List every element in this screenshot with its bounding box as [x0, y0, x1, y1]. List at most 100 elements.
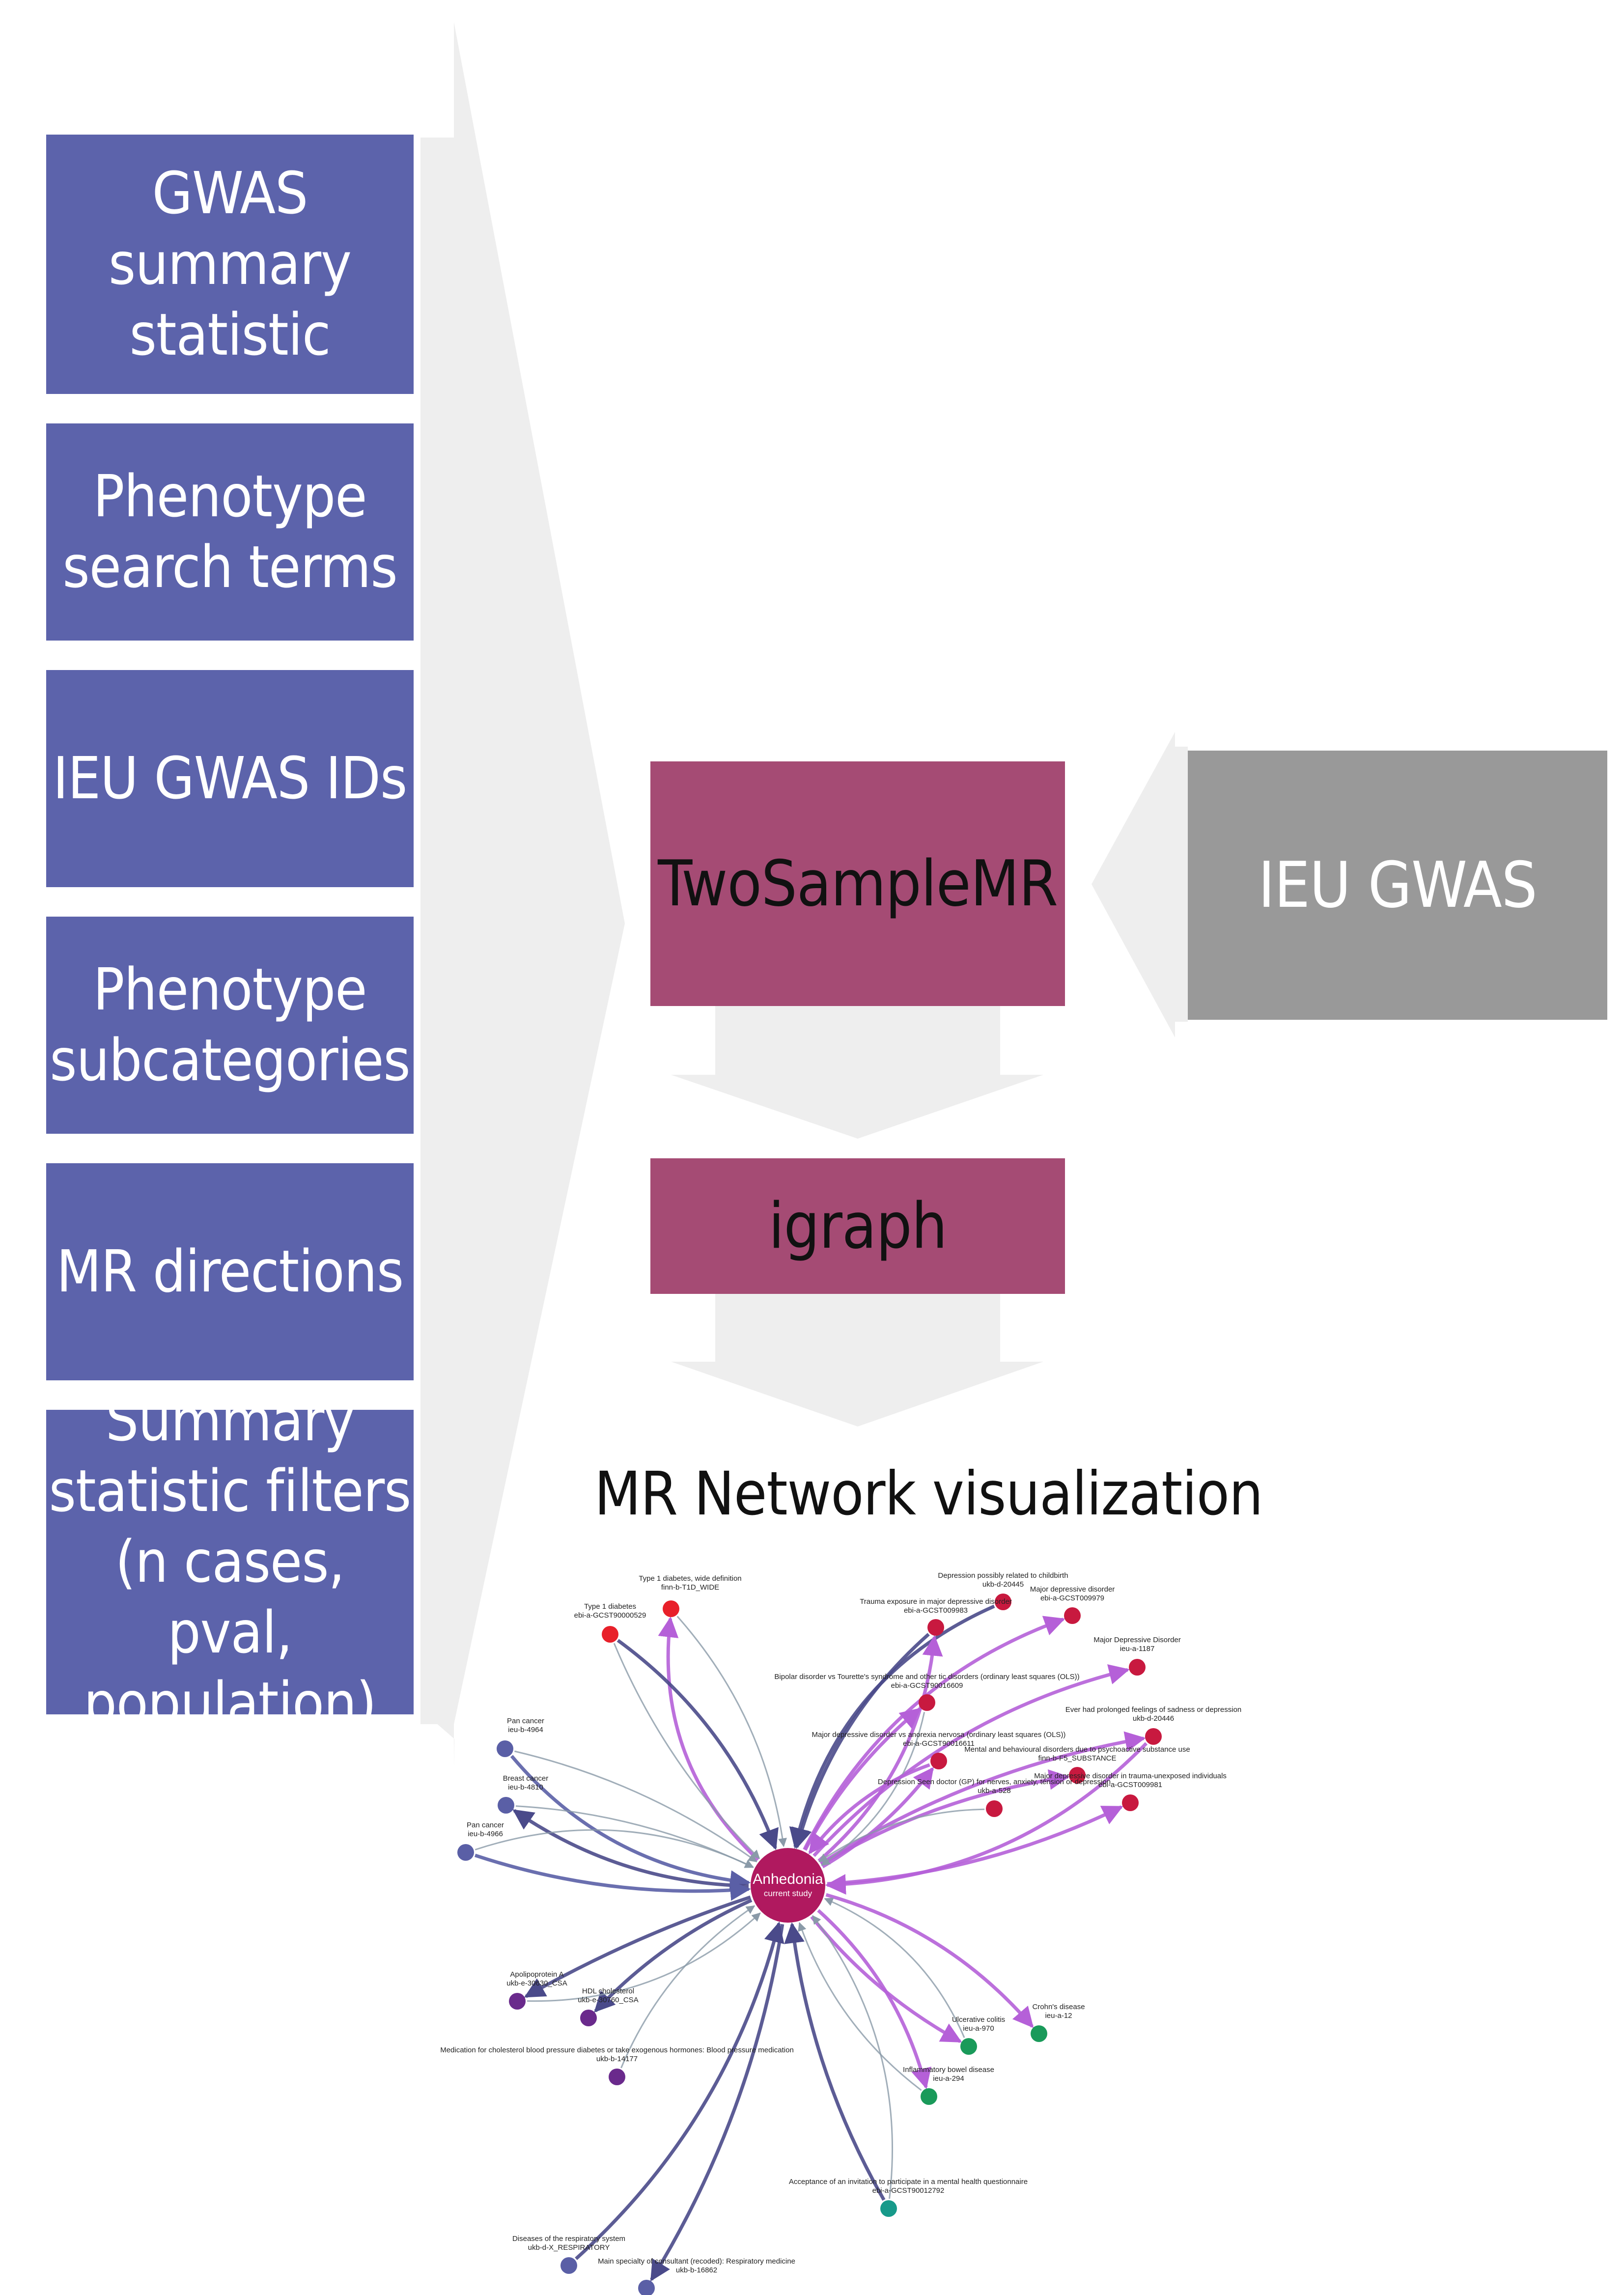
edge-acceptance	[784, 1922, 886, 2201]
edge-uc	[810, 1915, 962, 2043]
node-label-bipolar-0: Bipolar disorder vs Tourette's syndrome …	[774, 1673, 1079, 1681]
node-label-crohn-0: Crohn's disease	[1032, 2003, 1085, 2011]
node-label-apoA-1: ukb-e-30630_CSA	[506, 1979, 567, 1987]
network-node-mdd_trauma: Major depressive disorder in trauma-unex…	[1034, 1772, 1227, 1811]
input-phenotype-subcategories: Phenotype subcategories	[46, 917, 414, 1134]
node-label-pan_cancer2-1: ieu-b-4966	[468, 1830, 503, 1838]
node-label-apoA-0: Apolipoprotein A	[510, 1970, 563, 1979]
edge-resp	[575, 1921, 784, 2260]
edge-trauma	[817, 1635, 943, 1862]
node-label-resp-0: Diseases of the respiratory system	[512, 2235, 625, 2243]
edge-mdd_anorexia	[821, 1767, 934, 1869]
node-label-trauma-1: ebi-a-GCST009983	[904, 1606, 968, 1615]
network-node-mdd_anorexia: Major depressive disorder vs anorexia ne…	[812, 1731, 1066, 1769]
edge-pan_cancer1-2	[514, 1750, 757, 1862]
node-label-breast_cancer-1: ieu-b-4810	[508, 1783, 543, 1791]
edge-mental_subst	[820, 1769, 1070, 1866]
input-subcat-line1: Phenotype	[93, 955, 367, 1024]
node-label-mdd_anorexia-0: Major depressive disorder vs anorexia ne…	[812, 1731, 1066, 1739]
node-label-pan_cancer1-1: ieu-b-4964	[508, 1726, 543, 1734]
edge-apoA	[524, 1895, 751, 1998]
network-node-mental_subst: Mental and behavioural disorders due to …	[964, 1745, 1190, 1784]
node-dot-mdd1	[1064, 1607, 1081, 1624]
node-dot-crohn	[1031, 2025, 1047, 2042]
node-label-dep_child-1: ukb-d-20445	[982, 1580, 1024, 1589]
input-directions-line1: MR directions	[56, 1237, 404, 1306]
node-dot-depression_gp	[986, 1800, 1003, 1817]
edge-crohn	[825, 1893, 1034, 2028]
node-dot-mdd_trauma	[1122, 1794, 1139, 1811]
node-dot-trauma	[927, 1619, 944, 1636]
node-label-depression_gp-0: Depression Seen doctor (GP) for nerves, …	[878, 1778, 1111, 1786]
node-dot-breast_cancer	[498, 1797, 514, 1814]
node-label-t1d-1: ebi-a-GCST90000529	[574, 1611, 646, 1620]
edge-mdd_trauma	[827, 1805, 1123, 1886]
input-phenotype-search-terms: Phenotype search terms	[46, 423, 414, 641]
edge-t1d	[616, 1639, 779, 1850]
node-label-depression_gp-1: ukb-a-528	[978, 1787, 1011, 1795]
input-gwas-line1: GWAS	[152, 159, 308, 227]
node-dot-ibd	[921, 2088, 937, 2105]
edge-acceptance-7	[812, 1915, 894, 2199]
node-label-pan_cancer1-0: Pan cancer	[507, 1717, 544, 1725]
edge-apoA-5	[527, 1912, 761, 2002]
node-label-ibd-1: ieu-a-294	[933, 2074, 964, 2083]
node-dot-t1d	[602, 1626, 618, 1643]
igraph-to-network-arrow	[671, 1294, 1043, 1427]
node-label-mdd_trauma-0: Major depressive disorder in trauma-unex…	[1034, 1772, 1227, 1780]
node-label-uc-1: ieu-a-970	[963, 2024, 994, 2033]
network-node-resp: Diseases of the respiratory systemukb-d-…	[512, 2235, 625, 2274]
input-filters-line1: Summary	[105, 1386, 355, 1455]
network-edges	[475, 1604, 1148, 2282]
ieu-gwas-box: IEU GWAS	[1188, 751, 1607, 1020]
node-label-trauma-0: Trauma exposure in major depressive diso…	[860, 1597, 1012, 1606]
network-node-ever_sad: Ever had prolonged feelings of sadness o…	[1065, 1706, 1241, 1745]
node-label-acceptance-1: ebi-a-GCST90012792	[872, 2186, 945, 2195]
node-label-pan_cancer2-0: Pan cancer	[467, 1821, 504, 1829]
node-label-mdd1-1: ebi-a-GCST009979	[1040, 1594, 1104, 1602]
input-filters-line2: statistic filters	[49, 1457, 412, 1525]
inputs-to-tool-arrow	[420, 22, 625, 1724]
node-label-mdd1-0: Major depressive disorder	[1030, 1585, 1115, 1594]
center-node: Anhedonia current study	[751, 1848, 825, 1923]
inputs-to-network-arrow	[420, 1709, 454, 1768]
input-filters-line4: population)	[84, 1669, 376, 1737]
edge-t1d_wide-1	[676, 1616, 787, 1847]
center-node-sublabel: current study	[764, 1889, 812, 1898]
edge-pan_cancer1	[510, 1755, 751, 1891]
input-summary-statistic-filters: Summary statistic filters (n cases, pval…	[46, 1386, 414, 1737]
node-label-acceptance-0: Acceptance of an invitation to participa…	[789, 2178, 1028, 2186]
node-dot-apoA	[509, 1993, 526, 2010]
node-dot-dep_child	[995, 1594, 1011, 1610]
input-ieu-gwas-ids: IEU GWAS IDs	[46, 670, 414, 887]
node-dot-t1d_wide	[663, 1600, 679, 1617]
node-label-mdd_ieu-0: Major Depressive Disorder	[1093, 1636, 1181, 1644]
node-label-t1d-0: Type 1 diabetes	[584, 1602, 636, 1611]
edge-breast_cancer	[512, 1809, 749, 1888]
twosamplemr-box: TwoSampleMR	[650, 761, 1065, 1006]
network-node-depression_gp: Depression Seen doctor (GP) for nerves, …	[878, 1778, 1111, 1817]
node-dot-hdl	[580, 2010, 597, 2026]
node-label-resp-1: ukb-d-X_RESPIRATORY	[528, 2243, 610, 2252]
input-gwas-line2: summary	[109, 230, 352, 298]
anhedonia-node	[751, 1848, 825, 1923]
network-node-t1d_wide: Type 1 diabetes, wide definitionfinn-b-T…	[639, 1574, 742, 1617]
node-dot-pan_cancer2	[457, 1844, 474, 1861]
node-label-mdd_anorexia-1: ebi-a-GCST90016611	[903, 1739, 975, 1748]
node-label-mdd_ieu-1: ieu-a-1187	[1120, 1645, 1155, 1653]
edge-ibd	[817, 1909, 931, 2089]
input-gwas-summary: GWAS summary statistic	[46, 135, 414, 394]
edge-trauma-12	[791, 1633, 930, 1849]
edge-pan_cancer2	[475, 1853, 751, 1901]
node-dot-acceptance	[880, 2200, 897, 2217]
network-node-mdd1: Major depressive disorderebi-a-GCST00997…	[1030, 1585, 1115, 1624]
network-node-trauma: Trauma exposure in major depressive diso…	[860, 1597, 1012, 1636]
node-label-uc-0: Ulcerative colitis	[952, 2015, 1005, 2024]
edge-uc-6	[824, 1898, 965, 2038]
